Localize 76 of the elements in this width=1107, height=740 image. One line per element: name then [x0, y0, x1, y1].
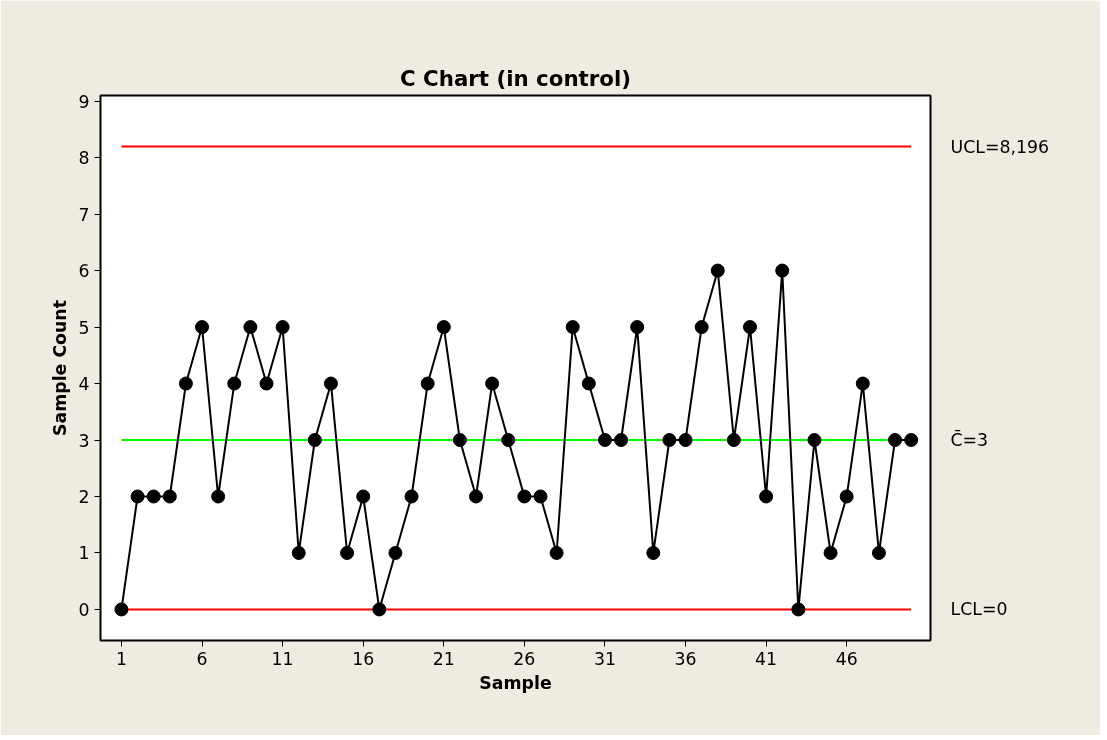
point: [630, 320, 645, 335]
ref-line-label: UCL=8,196: [950, 136, 1050, 157]
point: [823, 545, 838, 560]
y-tick-label: 1: [78, 543, 90, 564]
point: [565, 320, 580, 335]
point: [485, 376, 500, 391]
point: [743, 320, 757, 335]
point: [420, 376, 435, 391]
point: [307, 433, 322, 447]
y-tick-label: 0: [78, 599, 90, 620]
x-tick-label: 36: [674, 648, 697, 669]
x-tick-label: 1: [115, 648, 127, 669]
x-tick-label: 46: [835, 648, 858, 669]
point: [291, 545, 306, 560]
point: [888, 433, 903, 447]
chart-title: C Chart (in control): [399, 65, 632, 91]
point: [710, 263, 725, 278]
y-tick-label: 5: [78, 317, 90, 338]
point: [469, 489, 484, 504]
point: [662, 433, 677, 447]
point: [356, 489, 371, 504]
point: [533, 489, 548, 504]
point: [517, 489, 532, 504]
y-tick-label: 6: [78, 261, 90, 282]
point: [195, 320, 210, 335]
point: [501, 433, 516, 447]
point: [436, 320, 451, 335]
ref-line-label: C̄=3: [950, 428, 989, 451]
y-tick-label: 2: [78, 486, 90, 507]
point: [323, 376, 338, 391]
point: [114, 602, 129, 617]
y-tick-label: 7: [78, 204, 90, 225]
point: [855, 376, 870, 391]
x-axis-title: Sample: [479, 672, 552, 693]
point: [549, 545, 564, 560]
point: [275, 320, 290, 335]
ref-line-label: LCL=0: [950, 599, 1008, 620]
point: [340, 545, 355, 560]
x-tick-label: 16: [352, 648, 375, 669]
point: [759, 489, 774, 504]
y-tick-label: 8: [78, 148, 90, 169]
point: [775, 263, 790, 278]
point: [904, 433, 919, 447]
point: [372, 602, 387, 617]
point: [726, 433, 741, 447]
point: [839, 489, 854, 504]
point: [178, 376, 193, 391]
point: [694, 320, 709, 335]
point: [130, 489, 145, 504]
point: [452, 433, 467, 447]
x-tick-label: 21: [432, 648, 455, 669]
point: [871, 545, 886, 560]
y-tick-label: 3: [78, 430, 90, 451]
point: [404, 489, 419, 504]
point: [597, 433, 612, 447]
point: [581, 376, 596, 391]
point: [678, 433, 693, 447]
y-tick-label: 9: [78, 91, 90, 112]
point: [388, 545, 403, 560]
point: [614, 433, 629, 447]
point: [227, 376, 242, 391]
point: [162, 489, 177, 504]
point: [791, 602, 806, 617]
x-tick-label: 6: [196, 648, 208, 669]
x-tick-label: 31: [593, 648, 616, 669]
x-tick-label: 11: [271, 648, 294, 669]
point: [646, 545, 661, 560]
point: [807, 433, 822, 447]
y-axis-title: Sample Count: [50, 300, 71, 436]
y-tick-label: 4: [78, 374, 90, 395]
point: [146, 489, 161, 504]
x-tick-label: 26: [513, 648, 536, 669]
point: [243, 320, 258, 335]
x-tick-label: 41: [755, 648, 778, 669]
point: [211, 489, 226, 504]
point: [259, 376, 274, 391]
